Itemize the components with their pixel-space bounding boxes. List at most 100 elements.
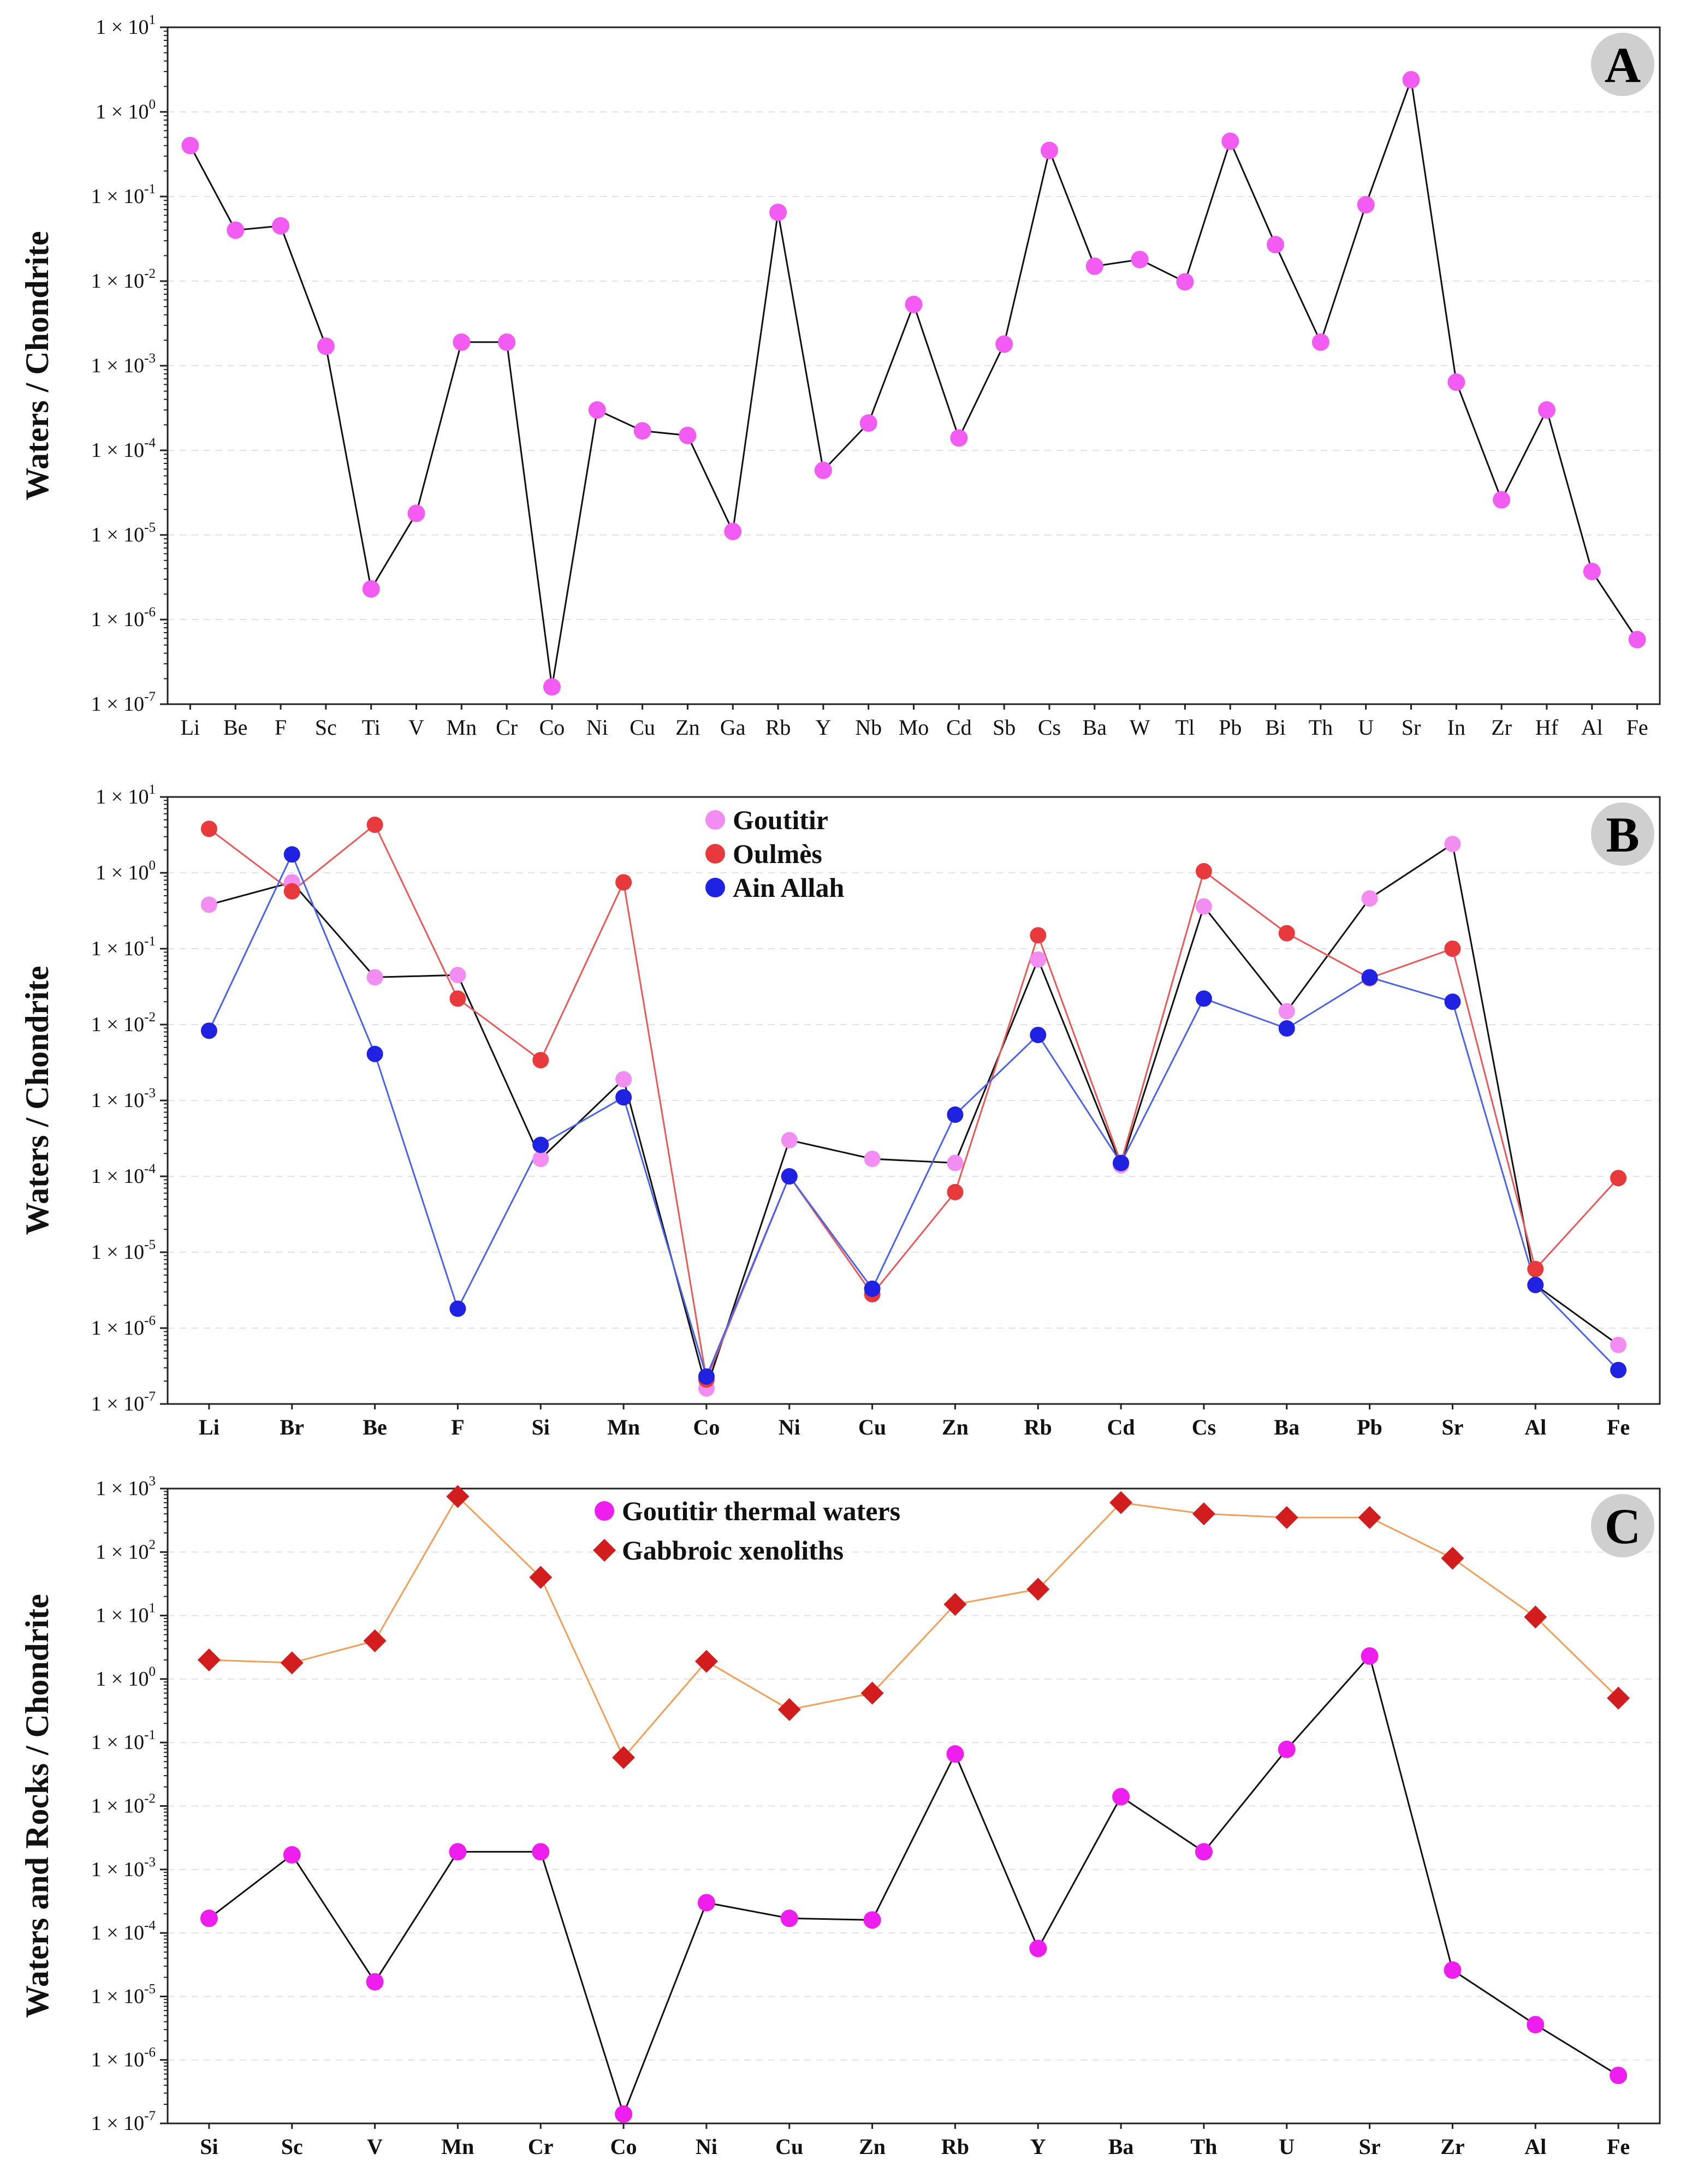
data-point xyxy=(1030,1026,1047,1043)
y-tick-label: 1 × 101 xyxy=(96,1601,156,1627)
data-point xyxy=(363,1629,387,1652)
data-point xyxy=(947,1183,964,1200)
data-point xyxy=(860,1681,884,1705)
x-tick-label: V xyxy=(367,2134,383,2159)
data-point xyxy=(1527,2016,1545,2034)
data-point xyxy=(863,1911,881,1929)
x-tick-label: Rb xyxy=(941,2134,969,2159)
legend-marker xyxy=(595,1501,614,1521)
x-tick-label: Fe xyxy=(1607,2134,1630,2159)
data-point xyxy=(1441,1546,1464,1570)
data-point xyxy=(200,896,217,913)
x-tick-label: Cs xyxy=(1192,1415,1216,1439)
panel-b-chart: 1 × 10-7 1 × 10-6 1 × 10-5 1 × 10-4 1 × 10-3… xyxy=(19,782,1661,1439)
panel-letter: B xyxy=(1606,807,1639,862)
data-point xyxy=(200,1909,218,1927)
panel-letter: C xyxy=(1605,1498,1641,1554)
y-tick-label: 1 × 10-1 xyxy=(91,934,156,960)
data-point xyxy=(1357,196,1375,214)
y-tick-label: 1 × 10-2 xyxy=(91,1010,156,1036)
x-tick-label: Cd xyxy=(946,715,972,740)
x-tick-label: Cu xyxy=(630,715,655,740)
series-line xyxy=(189,79,1638,687)
x-tick-label: Mn xyxy=(447,715,477,740)
x-tick-label: W xyxy=(1130,715,1150,740)
y-tick-label: 1 × 10-4 xyxy=(91,1918,156,1944)
data-point xyxy=(283,883,300,900)
y-tick-label: 1 × 100 xyxy=(96,1664,156,1691)
data-point xyxy=(366,969,383,986)
data-point xyxy=(1113,1155,1130,1171)
x-tick-label: Mo xyxy=(899,715,929,740)
data-point xyxy=(814,461,832,479)
series-line xyxy=(208,852,1619,1379)
data-point xyxy=(1361,890,1378,907)
legend-label: Ain Allah xyxy=(733,872,844,903)
data-point xyxy=(694,1650,718,1673)
x-tick-label: Cs xyxy=(1038,715,1061,740)
data-point xyxy=(780,1909,798,1927)
data-point xyxy=(1030,927,1047,944)
panel-badge xyxy=(1591,802,1654,866)
y-tick-label: 1 × 10-7 xyxy=(91,1389,156,1415)
data-point xyxy=(1278,1740,1296,1758)
data-point xyxy=(181,136,199,154)
x-tick-label: Fe xyxy=(1626,715,1648,740)
data-point xyxy=(1112,1788,1130,1806)
x-tick-label: Zr xyxy=(1491,715,1512,740)
y-tick-label: 1 × 10-7 xyxy=(91,689,156,716)
data-point xyxy=(532,1150,549,1167)
y-axis-title: Waters / Chondrite xyxy=(19,231,55,500)
data-point xyxy=(995,335,1013,353)
data-point xyxy=(366,1045,383,1062)
data-point xyxy=(905,295,923,313)
data-point xyxy=(197,1648,221,1671)
y-tick-label: 1 × 100 xyxy=(96,97,156,123)
x-tick-label: Co xyxy=(693,1415,720,1439)
x-tick-label: Ti xyxy=(362,715,381,740)
data-point xyxy=(453,333,471,351)
data-point xyxy=(1176,273,1194,291)
y-tick-label: 1 × 10-3 xyxy=(91,1086,156,1112)
x-tick-label: Cr xyxy=(496,715,518,740)
data-point xyxy=(769,203,787,221)
data-point xyxy=(1361,969,1378,986)
panel-a-chart: 1 × 10-7 1 × 10-6 1 × 10-5 1 × 10-4 1 × 10-3… xyxy=(19,13,1661,740)
x-tick-label: Rb xyxy=(765,715,791,740)
data-point xyxy=(532,1843,550,1861)
y-axis-title: Waters and Rocks / Chondrite xyxy=(19,1594,55,2018)
x-tick-label: Ni xyxy=(586,715,608,740)
data-point xyxy=(615,2105,633,2123)
data-point xyxy=(283,846,300,863)
data-point xyxy=(1444,993,1461,1010)
y-tick-label: 1 × 10-4 xyxy=(91,436,156,462)
data-point xyxy=(449,1843,467,1861)
panel-badge xyxy=(1591,1494,1654,1557)
data-point xyxy=(679,426,697,444)
data-point xyxy=(1221,132,1239,150)
data-point xyxy=(1444,1961,1462,1979)
legend-marker xyxy=(705,844,725,864)
data-point xyxy=(1131,251,1149,269)
data-point xyxy=(532,1052,549,1069)
data-point xyxy=(1537,401,1556,419)
x-tick-label: Br xyxy=(280,1415,304,1439)
x-tick-label: Sr xyxy=(1441,1415,1463,1439)
data-point xyxy=(1524,1605,1547,1629)
data-point xyxy=(283,1846,301,1864)
x-tick-label: Y xyxy=(1030,2134,1046,2159)
legend-label: Oulmès xyxy=(733,838,822,869)
x-tick-label: Zr xyxy=(1440,2134,1464,2159)
data-point xyxy=(950,429,968,447)
data-point xyxy=(588,401,606,419)
y-tick-label: 1 × 10-6 xyxy=(91,605,156,631)
x-tick-label: Ba xyxy=(1108,2134,1134,2159)
series-line xyxy=(208,1654,1619,2117)
data-point xyxy=(1358,1506,1381,1530)
data-point xyxy=(697,1894,715,1912)
data-point xyxy=(1085,257,1103,275)
y-tick-label: 1 × 100 xyxy=(96,858,156,884)
x-tick-label: Si xyxy=(532,1415,550,1439)
data-point xyxy=(1109,1491,1133,1514)
